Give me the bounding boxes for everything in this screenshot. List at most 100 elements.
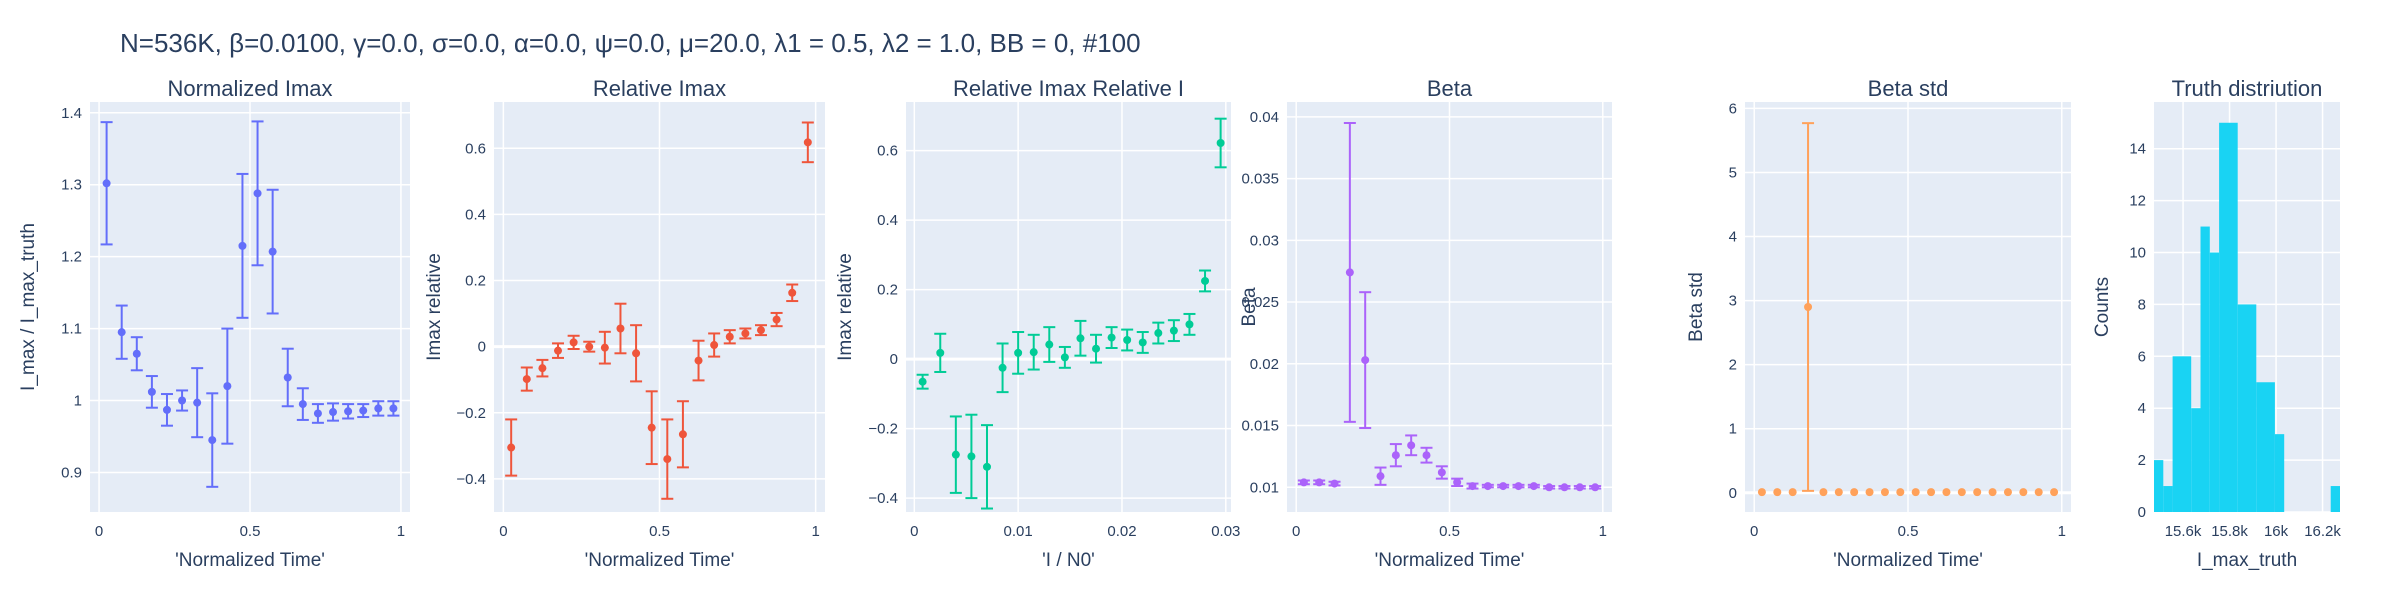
y-tick-label: 4: [2138, 400, 2146, 417]
y-tick-label: 14: [2129, 141, 2146, 158]
chart-panel-1: 0 0.5 1 0.9 1 1.1 1.2 1.3 1.4 Normalized Imax 'Nor…: [18, 76, 410, 571]
y-tick-label: −0.4: [868, 490, 898, 507]
y-tick-label: 0.4: [465, 206, 486, 223]
y-axis-label: Counts: [2092, 277, 2113, 337]
y-tick-label: −0.2: [868, 421, 898, 438]
data-point: [1330, 479, 1339, 488]
y-tick-label: 0.9: [61, 464, 82, 481]
histogram-bar: [2219, 122, 2238, 512]
data-point: [967, 452, 976, 461]
y-tick-label: 3: [1729, 293, 1737, 310]
data-point: [936, 348, 945, 357]
x-tick-label: 0.5: [1439, 523, 1460, 540]
data-point: [344, 407, 353, 416]
chart-title: Relative Imax Relative I: [953, 76, 1184, 101]
data-point: [1499, 482, 1508, 491]
data-point: [1973, 488, 1982, 497]
data-point: [982, 462, 991, 471]
data-point: [1123, 336, 1132, 345]
y-tick-label: 12: [2129, 193, 2146, 210]
data-point: [132, 349, 141, 358]
data-point: [1169, 326, 1178, 335]
data-point: [1107, 333, 1116, 342]
chart-panel-6: 15.6k 15.8k 16k 16.2k 0 2 4 6 8 10 12 14 Truth distr…: [2092, 76, 2341, 571]
data-point: [1529, 482, 1538, 491]
chart-title: Beta: [1427, 76, 1473, 101]
data-point: [1468, 482, 1477, 491]
x-tick-label: 1: [2058, 523, 2066, 540]
data-point: [585, 342, 594, 351]
data-point: [1422, 451, 1431, 460]
y-tick-label: 10: [2129, 245, 2146, 262]
data-point: [1138, 338, 1147, 347]
data-point: [554, 346, 563, 355]
x-tick-label: 15.8k: [2211, 523, 2248, 540]
x-axis-label: 'Normalized Time': [1375, 550, 1525, 571]
x-tick-label: 1: [1599, 523, 1607, 540]
data-point: [2019, 488, 2028, 497]
data-point: [1865, 488, 1874, 497]
y-tick-label: 0.6: [465, 140, 486, 157]
data-point: [918, 377, 927, 386]
data-point: [162, 405, 171, 414]
y-tick-label: 0.2: [465, 273, 486, 290]
data-point: [1911, 488, 1920, 497]
data-point: [1957, 488, 1966, 497]
data-point: [951, 450, 960, 459]
data-point: [389, 404, 398, 413]
x-tick-label: 16k: [2264, 523, 2289, 540]
data-point: [178, 396, 187, 405]
data-point: [2050, 488, 2059, 497]
data-point: [117, 328, 126, 337]
data-point: [1942, 488, 1951, 497]
y-tick-label: 0.4: [877, 212, 898, 229]
data-point: [522, 375, 531, 384]
data-point: [998, 363, 1007, 372]
x-axis-label: 'I / N0': [1042, 550, 1095, 571]
y-tick-label: 6: [1729, 100, 1737, 117]
data-point: [1391, 451, 1400, 460]
data-point: [1315, 478, 1324, 487]
data-point: [1060, 353, 1069, 362]
histogram-bar: [2172, 356, 2192, 512]
data-point: [147, 387, 156, 396]
y-axis-label: Imax relative: [424, 253, 445, 361]
data-point: [1299, 478, 1308, 487]
data-point: [1407, 441, 1416, 450]
y-tick-label: 6: [2138, 348, 2146, 365]
histogram-bar: [2209, 252, 2220, 512]
y-tick-label: 4: [1729, 229, 1737, 246]
x-tick-label: 0.5: [1898, 523, 1919, 540]
chart-title: Truth distriution: [2172, 76, 2323, 101]
y-tick-label: 0.035: [1241, 171, 1279, 188]
histogram-bar: [2330, 486, 2340, 512]
x-axis-label: 'Normalized Time': [585, 550, 735, 571]
data-point: [803, 138, 812, 147]
data-point: [1216, 139, 1225, 147]
x-tick-label: 16.2k: [2304, 523, 2341, 540]
data-point: [710, 341, 719, 350]
y-tick-label: 1.3: [61, 177, 82, 194]
data-point: [1014, 348, 1023, 357]
data-point: [1483, 482, 1492, 491]
data-point: [1201, 276, 1210, 285]
data-point: [238, 241, 247, 250]
data-point: [1514, 482, 1523, 491]
data-point: [1819, 488, 1828, 497]
data-point: [1575, 483, 1584, 492]
data-point: [772, 315, 781, 324]
y-tick-label: 2: [2138, 452, 2146, 469]
data-point: [2034, 488, 2043, 497]
data-point: [1154, 329, 1163, 338]
x-axis-label: I_max_truth: [2197, 550, 2297, 571]
y-axis-label: Imax relative: [835, 253, 856, 361]
y-axis-label: I_max / I_max_truth: [18, 223, 39, 391]
y-tick-label: 0.03: [1250, 232, 1279, 249]
chart-panel-2: 0 0.5 1 −0.4 −0.2 0 0.2 0.4 0.6 Relative Imax 'Nor…: [424, 76, 825, 571]
data-point: [1757, 488, 1766, 497]
plot-area: [906, 102, 1231, 512]
data-point: [1185, 320, 1194, 329]
data-point: [616, 324, 625, 333]
y-tick-label: 0: [2138, 504, 2146, 521]
